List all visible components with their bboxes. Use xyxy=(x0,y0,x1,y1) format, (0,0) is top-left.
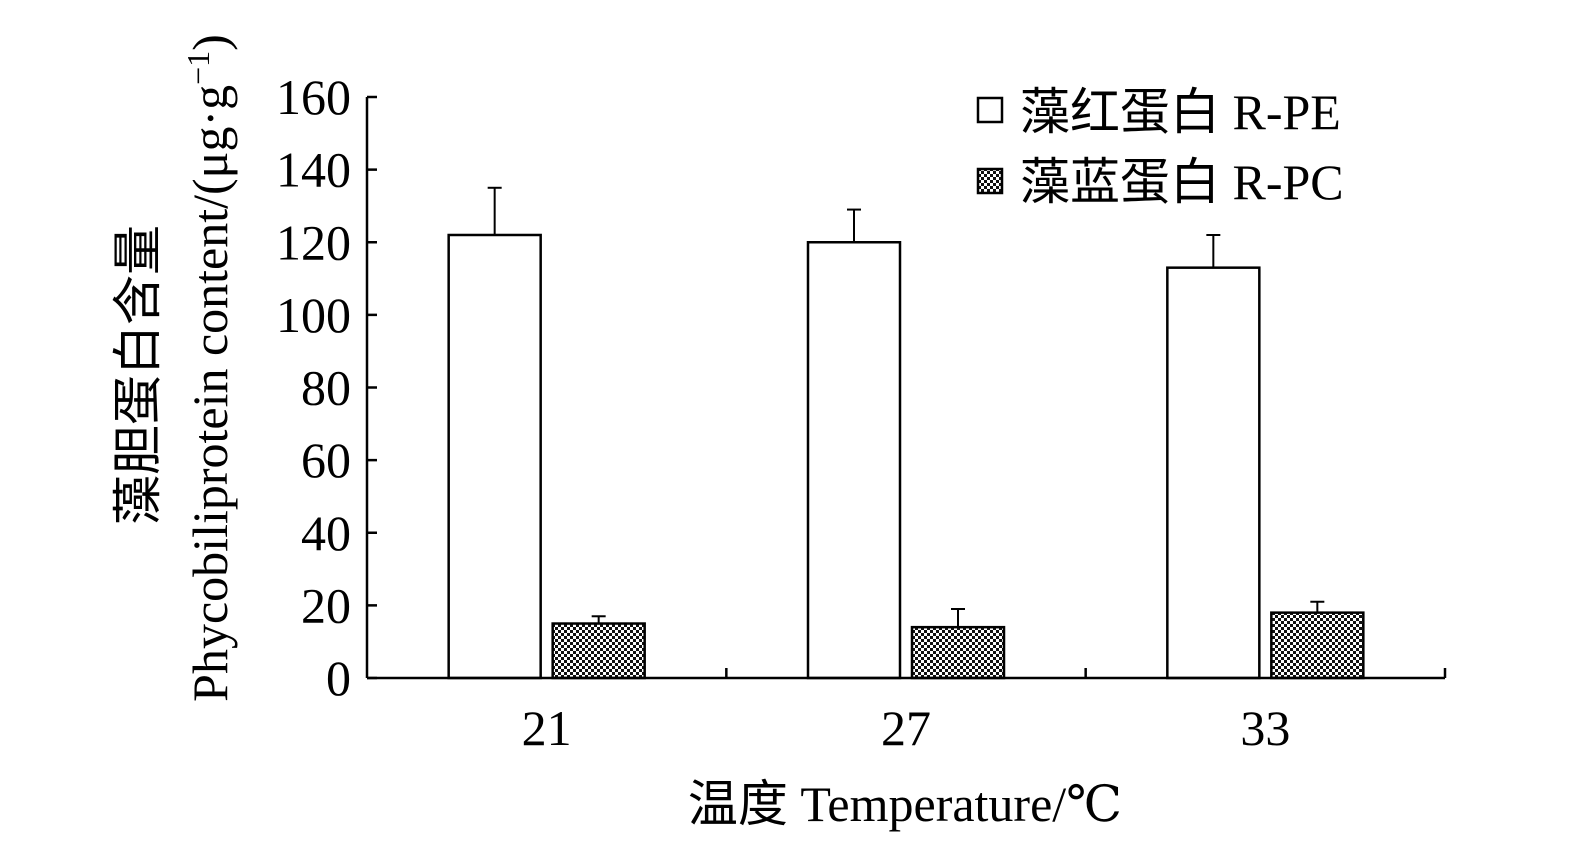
y-tick-label: 20 xyxy=(301,577,351,633)
bars xyxy=(447,233,1365,680)
legend: 藻红蛋白 R-PE 藻蓝蛋白 R-PC xyxy=(976,84,1344,210)
y-tick-label: 100 xyxy=(276,287,351,343)
y-tick-label: 140 xyxy=(276,142,351,198)
y-axis: 0 20 40 60 80 100 120 140 160 xyxy=(276,69,377,706)
legend-label-rpe: 藻红蛋白 R-PE xyxy=(1020,84,1341,140)
y-tick-label: 160 xyxy=(276,69,351,125)
bar-rpe xyxy=(1166,266,1261,680)
bar-rpc xyxy=(551,622,646,680)
y-tick-label: 80 xyxy=(301,360,351,416)
x-tick-label: 27 xyxy=(881,700,931,756)
x-axis: 21 27 33 xyxy=(522,668,1447,756)
y-tick-label: 120 xyxy=(276,214,351,270)
y-tick-label: 0 xyxy=(326,650,351,706)
bar-rpc xyxy=(910,625,1006,680)
y-tick-label: 40 xyxy=(301,505,351,561)
x-tick-label: 21 xyxy=(522,700,572,756)
y-tick-label: 60 xyxy=(301,432,351,488)
bar-rpe xyxy=(806,241,902,680)
x-axis-title: 温度 Temperature/℃ xyxy=(688,776,1122,832)
error-bars xyxy=(487,186,1325,628)
bar-rpe xyxy=(447,233,542,680)
legend-swatch-rpc xyxy=(976,167,1004,195)
y-axis-title-line1: 藻胆蛋白含量 xyxy=(110,225,166,525)
legend-label-rpc: 藻蓝蛋白 R-PC xyxy=(1020,154,1344,210)
legend-swatch-rpe xyxy=(976,96,1004,124)
y-axis-title: 藻胆蛋白含量 Phycobiliprotein content/(μg·g−1) xyxy=(110,34,238,702)
y-axis-title-line2: Phycobiliprotein content/(μg·g−1) xyxy=(180,34,238,702)
x-tick-label: 33 xyxy=(1240,700,1290,756)
bar-rpc xyxy=(1270,611,1365,680)
